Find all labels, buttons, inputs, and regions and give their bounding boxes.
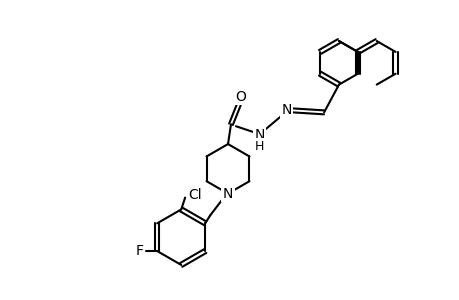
Text: O: O [235,89,246,103]
Text: H: H [254,140,264,152]
Text: N: N [222,187,233,201]
Text: N: N [280,103,291,117]
Text: N: N [254,128,264,142]
Text: Cl: Cl [188,188,202,202]
Text: F: F [135,244,143,258]
